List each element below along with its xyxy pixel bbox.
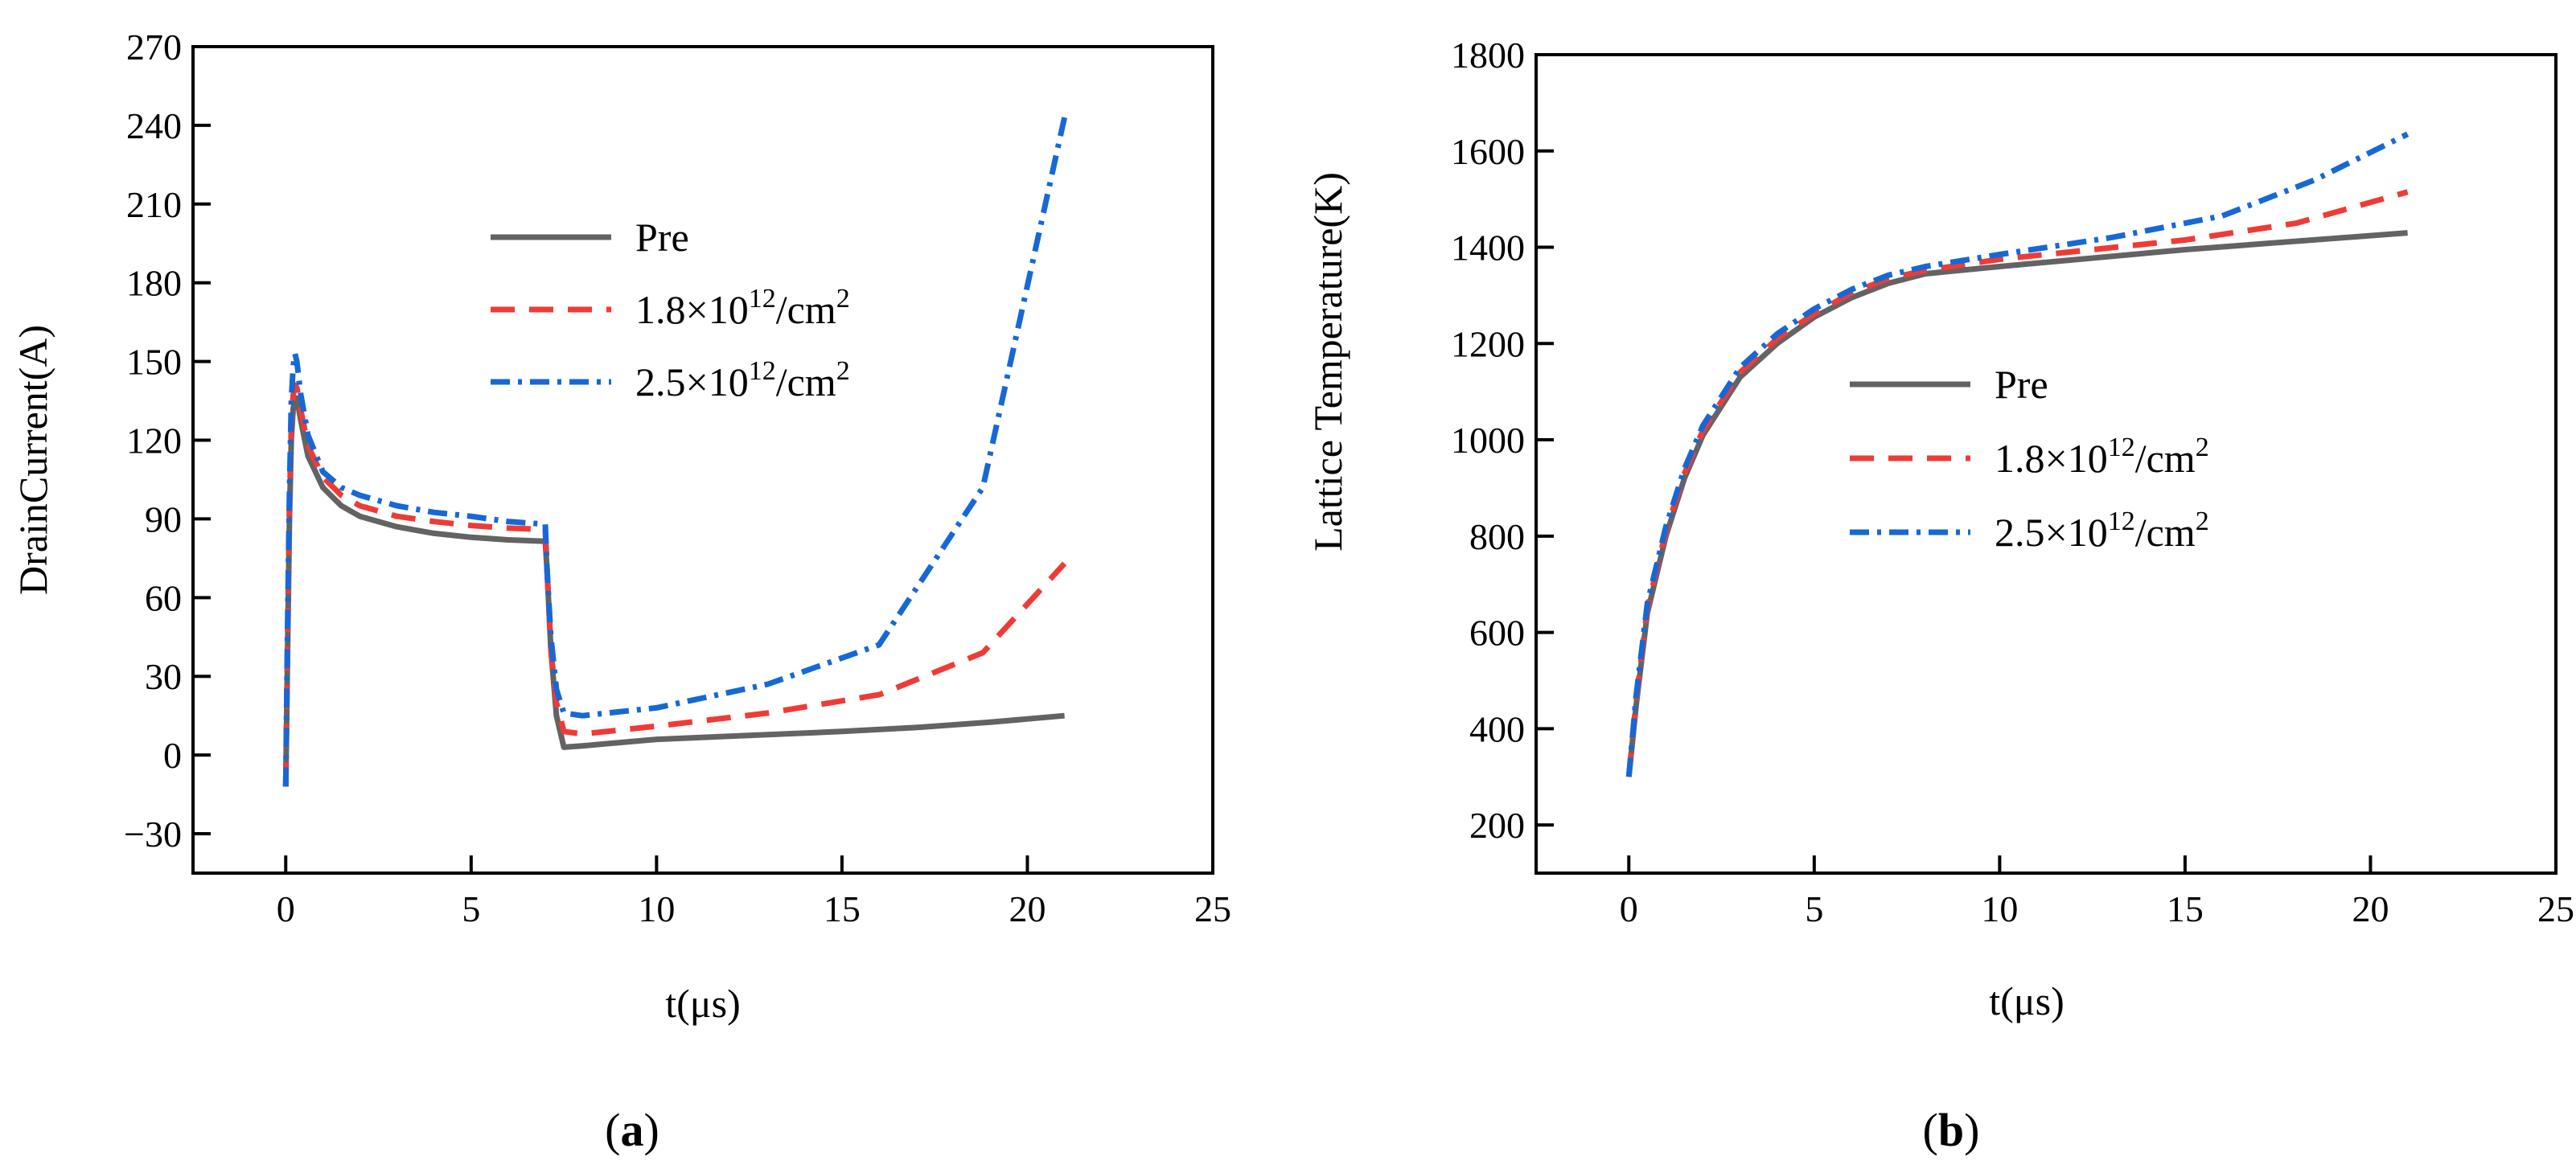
y-tick-label: 200: [1469, 805, 1525, 846]
y-axis-title-b: Lattice Temperature(K): [1305, 172, 1350, 552]
x-tick-label: 10: [1981, 888, 2018, 929]
chart-panel-a: 0 5 10 15 20 25 −300306090120150180210240270 …: [10, 27, 1231, 1156]
legend-b: Pre 1.8×1012/cm2 2.5×1012/cm2: [1850, 362, 2209, 555]
y-tick-label: 120: [126, 420, 182, 461]
y-tick-label: 270: [126, 27, 182, 68]
y-axis-a: −30 0 30 60 90 120 150 180 210 240 270: [124, 27, 211, 855]
y-tick-label: 1800: [1451, 35, 1525, 76]
series-line-3: [1625, 131, 2410, 777]
x-tick-label: 10: [638, 888, 675, 929]
y-tick-label: 180: [126, 263, 182, 304]
y-tick-label: 60: [145, 577, 182, 618]
legend-label-3: 2.5×1012/cm2: [635, 356, 850, 404]
series-line-1: [282, 395, 1065, 787]
y-tick-label: 1200: [1451, 323, 1525, 364]
y-tick-label: 1600: [1451, 131, 1525, 172]
x-tick-label: 20: [2352, 888, 2389, 929]
x-tick-label: 0: [277, 888, 295, 929]
panel-label-a-letter: a: [621, 1104, 644, 1156]
y-tick-label: 1000: [1451, 420, 1525, 461]
series-line-1: [1625, 230, 2408, 777]
y-tick-label: 90: [145, 498, 182, 539]
x-axis-a: 0 5 10 15 20 25: [277, 855, 1231, 929]
panel-label-b: (b): [1923, 1104, 1980, 1156]
y-tick-label: 600: [1469, 613, 1525, 654]
x-tick-label: 25: [2537, 888, 2574, 929]
x-axis-title-a: t(μs): [665, 981, 740, 1026]
panel-label-a: (a): [605, 1104, 659, 1156]
series-line-3: [282, 117, 1068, 787]
panel-label-b-letter: b: [1938, 1104, 1964, 1156]
y-tick-label: 800: [1469, 516, 1525, 557]
legend-label-1: Pre: [635, 215, 689, 260]
x-tick-label: 5: [462, 888, 480, 929]
x-tick-label: 25: [1194, 888, 1231, 929]
y-tick-label: 1400: [1451, 228, 1525, 269]
series-group-b: [1625, 131, 2410, 777]
legend-label-2: 1.8×1012/cm2: [1995, 433, 2209, 481]
series-line-2: [1625, 189, 2409, 777]
x-tick-label: 0: [1620, 888, 1638, 929]
y-tick-label: −30: [124, 814, 182, 855]
chart-panel-b: 0 5 10 15 20 25 200 400 600 800 1000 1200 1400 1600 1…: [1305, 35, 2574, 1156]
legend-label-1: Pre: [1995, 362, 2048, 407]
y-tick-label: 400: [1469, 708, 1525, 749]
plot-area-frame-b: [1535, 53, 2558, 875]
legend-a: Pre 1.8×1012/cm2 2.5×1012/cm2: [491, 215, 850, 404]
x-tick-label: 15: [824, 888, 861, 929]
y-tick-label: 240: [126, 105, 182, 146]
x-axis-title-b: t(μs): [1989, 978, 2064, 1023]
y-axis-b: 200 400 600 800 1000 1200 1400 1600 1800: [1451, 35, 1554, 846]
x-tick-label: 5: [1805, 888, 1823, 929]
series-group-a: [282, 117, 1068, 787]
x-axis-b: 0 5 10 15 20 25: [1620, 855, 2574, 929]
y-tick-label: 210: [126, 184, 182, 225]
y-axis-title-a: DrainCurrent(A): [10, 325, 55, 595]
x-tick-label: 20: [1009, 888, 1046, 929]
legend-label-3: 2.5×1012/cm2: [1995, 507, 2209, 555]
y-tick-label: 30: [145, 656, 182, 697]
plot-area-frame-a: [191, 45, 1214, 875]
y-tick-label: 0: [163, 735, 182, 776]
x-tick-label: 15: [2167, 888, 2204, 929]
y-tick-label: 150: [126, 342, 182, 383]
legend-label-2: 1.8×1012/cm2: [635, 284, 850, 332]
